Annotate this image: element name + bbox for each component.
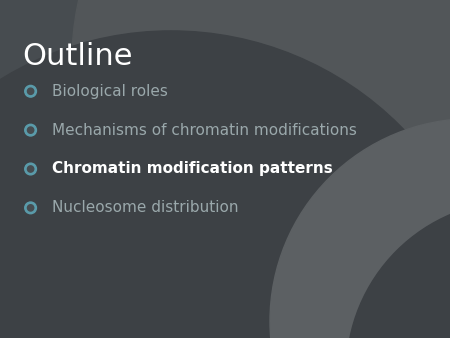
Circle shape [25, 86, 36, 97]
Circle shape [0, 31, 450, 338]
Circle shape [27, 88, 34, 94]
Circle shape [346, 201, 450, 338]
Circle shape [25, 163, 36, 175]
Circle shape [27, 205, 34, 211]
Circle shape [72, 0, 450, 338]
Circle shape [27, 166, 34, 172]
Circle shape [25, 124, 36, 136]
Circle shape [27, 127, 34, 133]
Text: Mechanisms of chromatin modifications: Mechanisms of chromatin modifications [52, 123, 356, 138]
Circle shape [25, 202, 36, 214]
Text: Biological roles: Biological roles [52, 84, 167, 99]
Text: Chromatin modification patterns: Chromatin modification patterns [52, 162, 333, 176]
Text: Nucleosome distribution: Nucleosome distribution [52, 200, 238, 215]
Text: Outline: Outline [22, 42, 132, 71]
Circle shape [270, 119, 450, 338]
